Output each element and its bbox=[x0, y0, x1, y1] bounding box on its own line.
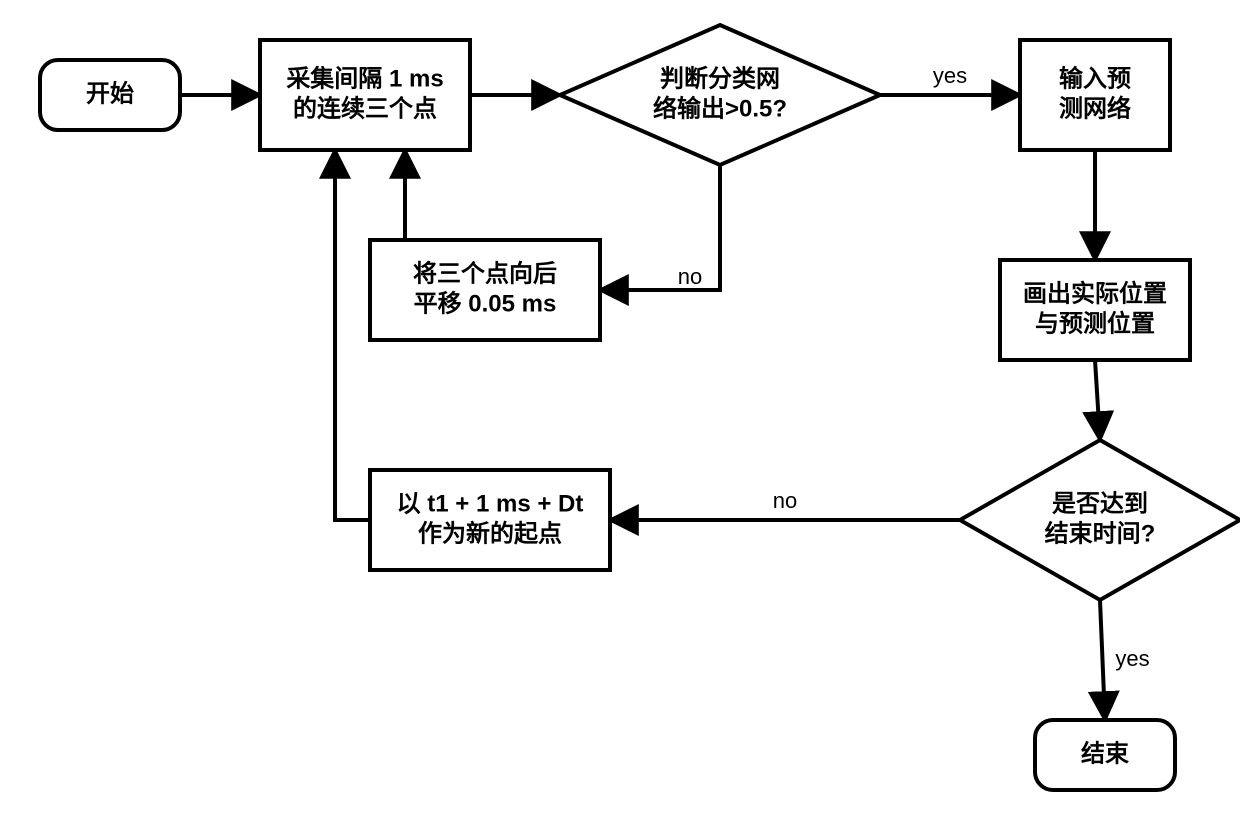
edge-decide2-end bbox=[1100, 600, 1105, 720]
node-newstart-line-1: 作为新的起点 bbox=[418, 519, 562, 547]
node-start: 开始 bbox=[40, 60, 180, 130]
node-decide2: 是否达到结束时间? bbox=[960, 440, 1240, 600]
node-decide1-line-1: 络输出>0.5? bbox=[653, 94, 787, 122]
node-draw-line-1: 与预测位置 bbox=[1035, 309, 1155, 337]
node-shift: 将三个点向后平移 0.05 ms bbox=[370, 240, 600, 340]
node-collect: 采集间隔 1 ms的连续三个点 bbox=[260, 40, 470, 150]
node-newstart: 以 t1 + 1 ms + Dt作为新的起点 bbox=[370, 470, 610, 570]
node-newstart-line-0: 以 t1 + 1 ms + Dt bbox=[397, 490, 584, 517]
node-decide1-line-0: 判断分类网 bbox=[660, 64, 780, 92]
edge-label-decide1-input: yes bbox=[933, 63, 967, 88]
node-input: 输入预测网络 bbox=[1020, 40, 1170, 150]
node-start-line-0: 开始 bbox=[86, 80, 134, 107]
node-collect-line-1: 的连续三个点 bbox=[293, 94, 437, 122]
node-draw: 画出实际位置与预测位置 bbox=[1000, 260, 1190, 360]
node-shift-line-0: 将三个点向后 bbox=[413, 259, 557, 287]
node-input-line-0: 输入预 bbox=[1059, 64, 1131, 92]
edge-newstart-collect bbox=[335, 150, 370, 520]
node-end-line-0: 结束 bbox=[1081, 740, 1130, 767]
node-decide2-line-0: 是否达到 bbox=[1052, 490, 1148, 517]
edge-label-decide1-shift: no bbox=[678, 264, 702, 289]
node-collect-line-0: 采集间隔 1 ms bbox=[286, 64, 443, 92]
node-input-line-1: 测网络 bbox=[1059, 94, 1131, 122]
node-end: 结束 bbox=[1035, 720, 1175, 790]
flowchart-canvas: yesnonoyes开始采集间隔 1 ms的连续三个点判断分类网络输出>0.5?… bbox=[0, 0, 1240, 826]
edge-label-decide2-newstart: no bbox=[773, 488, 797, 513]
node-draw-line-0: 画出实际位置 bbox=[1023, 279, 1167, 307]
edge-label-decide2-end: yes bbox=[1115, 646, 1149, 671]
nodes-layer: 开始采集间隔 1 ms的连续三个点判断分类网络输出>0.5?输入预测网络将三个点… bbox=[40, 25, 1240, 790]
node-decide1: 判断分类网络输出>0.5? bbox=[560, 25, 880, 165]
edges-layer: yes no no yes bbox=[180, 63, 1150, 720]
node-decide2-line-1: 结束时间? bbox=[1045, 520, 1156, 547]
node-shift-line-1: 平移 0.05 ms bbox=[414, 290, 557, 317]
edge-draw-decide2 bbox=[1095, 360, 1100, 440]
